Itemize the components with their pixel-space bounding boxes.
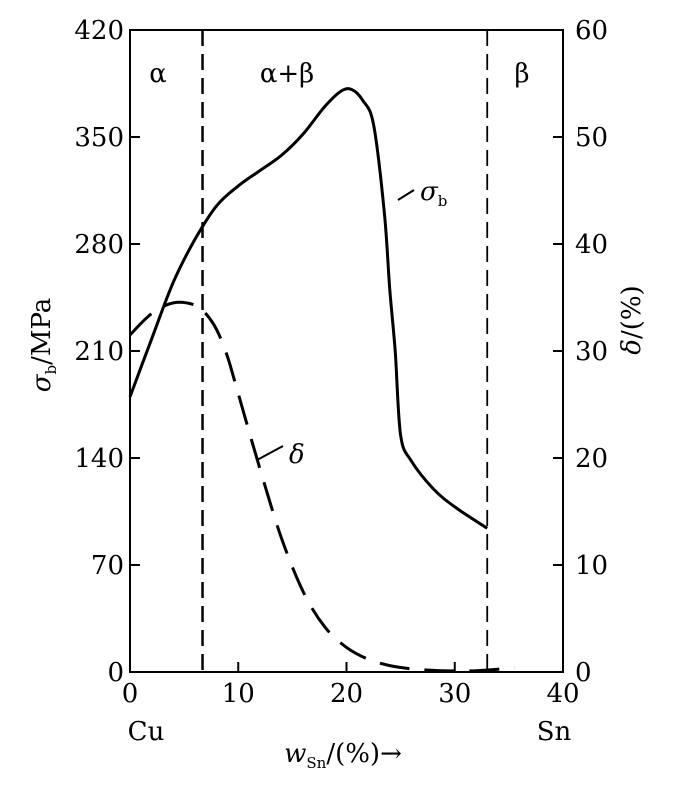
x-end-label-cu: Cu xyxy=(128,717,165,747)
y-left-tick-label: 420 xyxy=(74,16,124,46)
plot-frame xyxy=(129,29,564,673)
left-axis-title: σb/MPa xyxy=(27,298,60,393)
phase-boundaries xyxy=(201,30,489,672)
x-tick-label: 30 xyxy=(438,679,471,709)
delta-series-line xyxy=(128,300,515,673)
x-end-label-sn: Sn xyxy=(537,717,572,747)
x-tick-label: 0 xyxy=(122,679,139,709)
axis-ticks: 0 70 140 210 280 350 420 0 10 20 30 40 50 60 0 10 20 30 40 xyxy=(74,16,608,709)
delta-series-label: δ xyxy=(289,440,305,470)
x-tick-label: 40 xyxy=(546,679,579,709)
y-left-tick-label: 140 xyxy=(74,444,124,474)
delta-leader-line xyxy=(256,445,284,461)
sigma-b-leader-line xyxy=(397,189,415,201)
y-left-tick-label: 0 xyxy=(107,658,124,688)
series-lines xyxy=(128,87,515,673)
x-axis-title: wSn/(%)→ xyxy=(284,739,402,772)
x-tick-label: 20 xyxy=(330,679,363,709)
y-right-tick-label: 50 xyxy=(575,123,608,153)
y-left-tick-label: 350 xyxy=(74,123,124,153)
y-right-tick-label: 40 xyxy=(575,230,608,260)
sigma-b-series-label: σb xyxy=(420,177,447,210)
phase-label-alpha-beta: α+β xyxy=(260,59,314,89)
y-right-tick-label: 20 xyxy=(575,444,608,474)
y-right-tick-label: 30 xyxy=(575,337,608,367)
y-left-tick-label: 280 xyxy=(74,230,124,260)
y-left-tick-label: 70 xyxy=(91,551,124,581)
phase-label-alpha: α xyxy=(149,59,167,89)
y-left-tick-label: 210 xyxy=(74,337,124,367)
sigma-b-series-line xyxy=(128,87,489,530)
right-axis-title: δ/(%) xyxy=(617,285,647,354)
y-right-tick-label: 60 xyxy=(575,16,608,46)
plot-border xyxy=(129,29,564,673)
y-right-tick-label: 10 xyxy=(575,551,608,581)
phase-label-beta: β xyxy=(514,59,529,89)
y-right-tick-label: 0 xyxy=(575,658,592,688)
x-tick-label: 10 xyxy=(222,679,255,709)
